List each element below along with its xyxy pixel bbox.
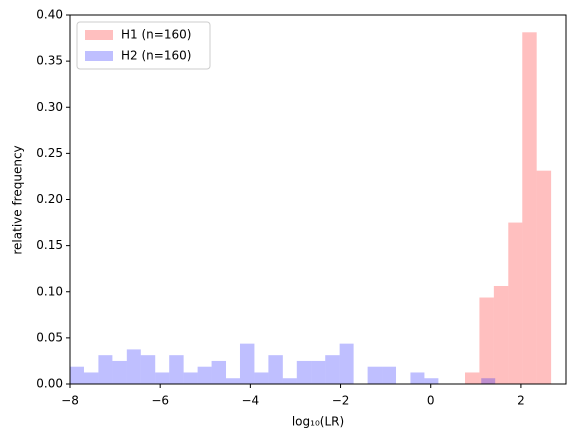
y-tick-label: 0.35 [36, 54, 63, 68]
legend-swatch [85, 51, 113, 61]
x-tick-label: −6 [151, 394, 169, 408]
bar [126, 349, 141, 384]
y-tick-label: 0.30 [36, 100, 63, 114]
bar [155, 372, 170, 384]
bar [197, 366, 212, 384]
legend-swatch [85, 30, 113, 40]
bar [83, 372, 99, 384]
bar [282, 378, 297, 384]
bar [410, 372, 425, 384]
y-axis-label: relative frequency [11, 145, 25, 254]
bar [98, 355, 113, 384]
bar [70, 366, 84, 384]
bar [296, 360, 312, 384]
bar [464, 372, 480, 384]
x-tick-label: −2 [332, 394, 350, 408]
legend-label: H2 (n=160) [121, 49, 191, 63]
legend-box [76, 21, 211, 70]
bar [367, 366, 383, 384]
bar [493, 285, 509, 384]
legend-label: H1 (n=160) [121, 28, 191, 42]
bar [226, 378, 240, 384]
bar [239, 343, 255, 384]
y-tick-label: 0.40 [36, 8, 63, 22]
x-tick-label: 2 [517, 394, 525, 408]
bar [481, 378, 496, 384]
bar [522, 32, 537, 384]
bar [268, 355, 283, 384]
bar [140, 355, 156, 384]
x-axis-label: log₁₀(LR) [292, 415, 344, 429]
bar [211, 360, 227, 384]
bar [325, 355, 340, 384]
bar [112, 360, 127, 384]
x-tick-label: 0 [427, 394, 435, 408]
y-tick-label: 0.00 [36, 377, 63, 391]
bar [311, 360, 326, 384]
bar [183, 372, 198, 384]
y-tick-label: 0.05 [36, 330, 63, 344]
y-tick-label: 0.15 [36, 238, 63, 252]
bar [508, 222, 523, 384]
y-tick-label: 0.20 [36, 192, 63, 206]
y-tick-label: 0.25 [36, 146, 63, 160]
bar [479, 297, 494, 384]
x-tick-label: −8 [61, 394, 79, 408]
y-tick-label: 0.10 [36, 284, 63, 298]
bar [424, 378, 439, 384]
bar [382, 366, 397, 384]
bar [254, 372, 269, 384]
bar [536, 170, 552, 384]
bar [169, 355, 184, 384]
x-tick-label: −4 [242, 394, 260, 408]
bar [339, 343, 354, 384]
